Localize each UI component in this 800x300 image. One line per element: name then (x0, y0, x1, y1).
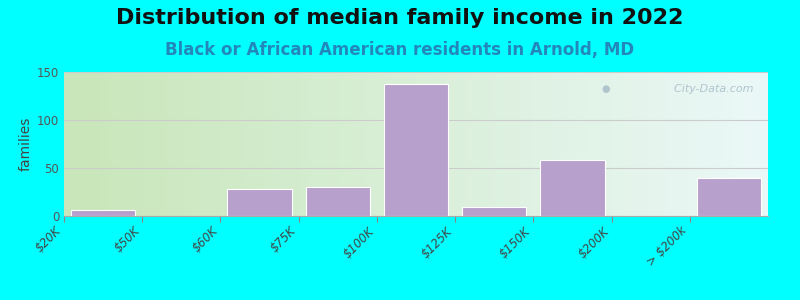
Bar (384, 83, 448, 216)
Text: Black or African American residents in Arnold, MD: Black or African American residents in A… (166, 40, 634, 58)
Bar (697, 178, 761, 216)
Bar (540, 160, 605, 216)
Text: ●: ● (601, 83, 610, 94)
Text: Distribution of median family income in 2022: Distribution of median family income in … (116, 8, 684, 28)
Bar (306, 187, 370, 216)
Bar (462, 207, 526, 216)
Bar (71, 210, 135, 216)
Text: City-Data.com: City-Data.com (667, 83, 754, 94)
Y-axis label: families: families (18, 117, 33, 171)
Bar (227, 189, 292, 216)
